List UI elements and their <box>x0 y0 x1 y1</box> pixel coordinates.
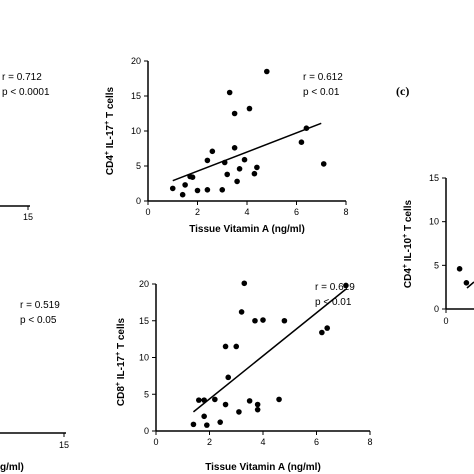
panel-label: (c) <box>396 84 409 98</box>
y-axis-label: CD4+ IL-10+ T cells <box>402 199 414 288</box>
y-tick-label: 20 <box>131 56 141 66</box>
data-point <box>246 105 253 112</box>
data-point <box>222 343 229 350</box>
data-point <box>254 164 260 171</box>
x-tick-label: 6 <box>294 207 299 217</box>
data-point <box>236 409 242 415</box>
y-tick-label: 15 <box>429 173 439 183</box>
data-point <box>209 148 216 155</box>
data-point <box>217 419 223 425</box>
data-point <box>233 343 240 350</box>
data-point <box>343 282 349 289</box>
x-axis-label: Tissue Vitamin A (ng/ml) <box>189 224 305 235</box>
y-tick-label: 15 <box>139 316 149 326</box>
data-point <box>260 317 266 323</box>
panel-cd4-il17: 0 5 10 15 20 0 2 4 6 8 r = 0.612 p < 0.01 Tissue… <box>104 56 349 235</box>
data-point <box>252 317 258 324</box>
x-tick-label: 15 <box>23 212 33 222</box>
x-tick-label: 2 <box>207 437 212 447</box>
x-axis-label-fragment: g/ml) <box>0 462 24 473</box>
data-point <box>254 401 261 408</box>
data-point <box>204 187 211 193</box>
data-point <box>236 166 243 172</box>
data-point <box>238 309 245 315</box>
panel-top-left-partial: 15 r = 0.712 p < 0.0001 <box>0 72 50 222</box>
data-point <box>204 157 211 164</box>
x-tick-label: 8 <box>343 207 348 217</box>
x-axis-label: Tissue Vitamin A (ng/ml) <box>205 462 321 473</box>
y-axis-label: CD4+ IL-17+ T cells <box>104 86 116 175</box>
data-point <box>219 187 226 193</box>
x-tick-label: 15 <box>59 440 69 450</box>
y-tick-label: 0 <box>144 426 149 436</box>
data-point <box>241 156 248 163</box>
y-tick-label: 10 <box>131 126 141 136</box>
data-point <box>241 280 248 287</box>
data-point <box>189 174 196 180</box>
stat-p-value: p < 0.01 <box>303 87 340 98</box>
y-tick-label: 5 <box>434 260 439 270</box>
data-point <box>196 397 202 403</box>
stat-p-value: p < 0.01 <box>315 297 352 308</box>
x-tick-label: 0 <box>145 207 150 217</box>
stat-p-value: p < 0.0001 <box>2 87 50 98</box>
x-tick-label: 0 <box>153 437 158 447</box>
y-tick-label: 5 <box>136 161 141 171</box>
regression-line <box>192 288 347 413</box>
data-point <box>225 374 232 381</box>
x-tick-label: 0 <box>443 316 448 326</box>
data-point <box>298 139 305 145</box>
regression-line-fragment <box>466 281 474 289</box>
y-tick-label: 5 <box>144 389 149 399</box>
data-point <box>319 329 325 336</box>
data-point <box>179 191 186 198</box>
data-point <box>224 171 230 178</box>
data-point <box>204 422 210 428</box>
data-point <box>190 421 197 428</box>
data-point <box>182 182 188 188</box>
y-tick-label: 15 <box>131 91 141 101</box>
data-point <box>169 185 176 192</box>
data-point <box>281 317 288 324</box>
data-point <box>324 325 331 331</box>
data-point <box>231 110 238 117</box>
stat-p-value: p < 0.05 <box>20 315 57 326</box>
data-point <box>222 401 229 408</box>
x-tick-label: 2 <box>195 207 200 217</box>
data-point <box>226 89 233 96</box>
x-tick-label: 4 <box>260 437 265 447</box>
y-tick-label: 0 <box>434 304 439 314</box>
data-point <box>234 178 240 185</box>
data-point <box>264 68 270 75</box>
data-point <box>463 280 470 286</box>
panel-bottom-left-partial: 15 r = 0.519 p < 0.05 g/ml) <box>0 300 69 473</box>
stat-r-value: r = 0.612 <box>303 72 343 83</box>
data-point <box>194 187 201 194</box>
data-point <box>246 398 253 404</box>
data-point <box>212 396 218 403</box>
data-point <box>320 161 327 167</box>
stat-r-value: r = 0.619 <box>315 282 355 293</box>
panel-cd8-il17: 0 5 10 15 20 0 2 4 6 8 r = 0.619 p < 0.01 Tissue… <box>115 279 373 473</box>
data-point <box>201 413 207 420</box>
regression-line <box>172 122 322 182</box>
data-point <box>254 406 261 413</box>
data-point <box>276 396 282 403</box>
stat-r-value: r = 0.712 <box>2 72 42 83</box>
y-tick-label: 0 <box>136 196 141 206</box>
y-tick-label: 10 <box>429 217 439 227</box>
panel-cd4-il10-partial: (c) 0 5 10 15 0 CD4+ IL-10+ T cells <box>396 84 474 326</box>
x-tick-label: 8 <box>367 437 372 447</box>
data-point <box>231 145 238 151</box>
y-tick-label: 20 <box>139 279 149 289</box>
stat-r-value: r = 0.519 <box>20 300 60 311</box>
data-point <box>251 170 258 177</box>
x-tick-label: 4 <box>244 207 249 217</box>
x-tick-label: 6 <box>314 437 319 447</box>
y-tick-label: 10 <box>139 353 149 363</box>
y-axis-label: CD8+ IL-17+ T cells <box>115 317 127 406</box>
data-point <box>456 266 463 272</box>
